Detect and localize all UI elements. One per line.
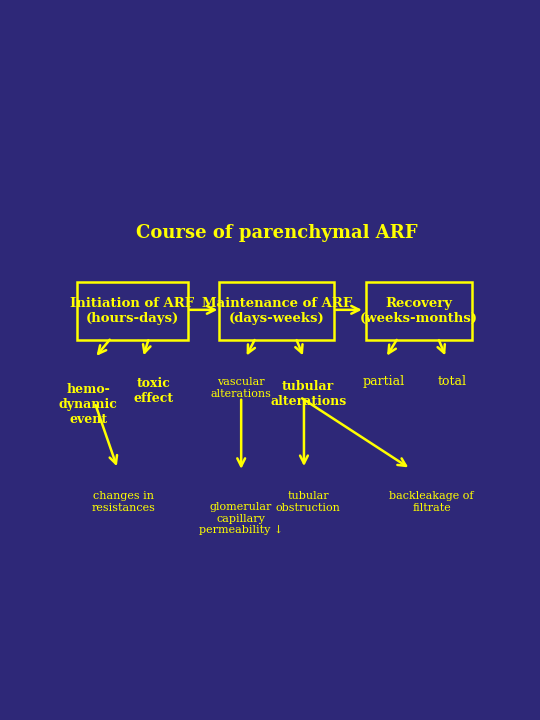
Text: toxic
effect: toxic effect [133,377,173,405]
Text: Course of parenchymal ARF: Course of parenchymal ARF [136,225,417,243]
Text: tubular
obstruction: tubular obstruction [276,491,341,513]
Text: Recovery
(weeks-months): Recovery (weeks-months) [360,297,478,325]
Text: partial: partial [362,374,404,387]
Text: Maintenance of ARF
(days-weeks): Maintenance of ARF (days-weeks) [201,297,352,325]
FancyBboxPatch shape [77,282,188,340]
Text: tubular
alterations: tubular alterations [270,380,346,408]
Text: Initiation of ARF
(hours-days): Initiation of ARF (hours-days) [70,297,194,325]
FancyBboxPatch shape [366,282,472,340]
Text: total: total [438,374,467,387]
Text: backleakage of
filtrate: backleakage of filtrate [389,491,474,513]
Text: glomerular
capillary
permeability ↓: glomerular capillary permeability ↓ [199,503,284,536]
FancyBboxPatch shape [219,282,334,340]
Text: vascular
alterations: vascular alterations [211,377,272,399]
Text: hemo-
dynamic
event: hemo- dynamic event [59,383,118,426]
Text: changes in
resistances: changes in resistances [92,491,156,513]
